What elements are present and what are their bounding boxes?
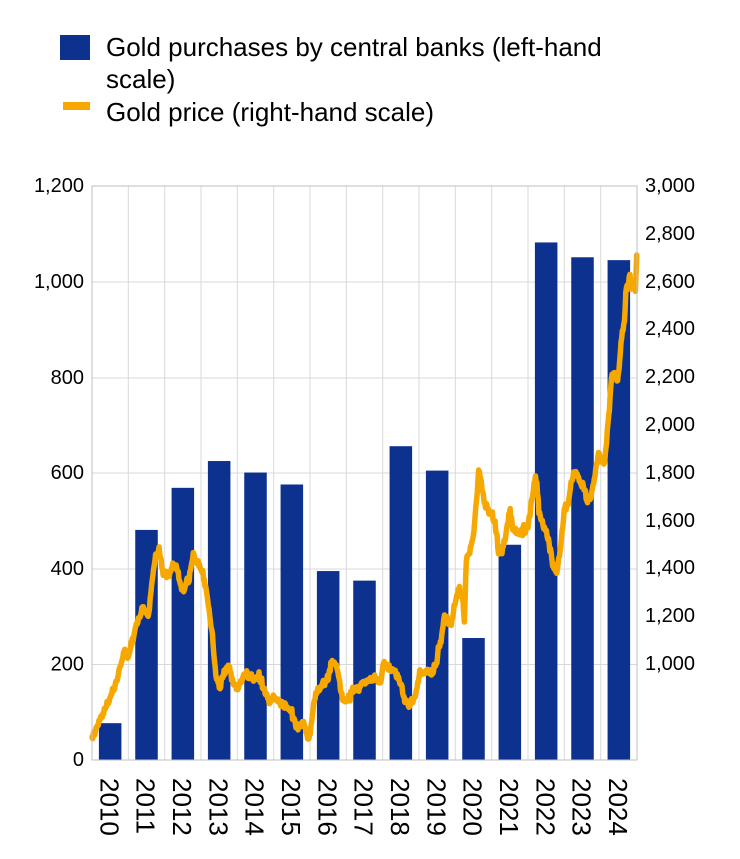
svg-text:2013: 2013 [203,778,233,836]
svg-text:1,600: 1,600 [645,510,695,532]
svg-text:0: 0 [73,749,84,771]
svg-text:2023: 2023 [567,778,597,836]
svg-text:2020: 2020 [458,778,488,836]
svg-text:2024: 2024 [603,778,633,836]
svg-text:2012: 2012 [167,778,197,836]
svg-text:2015: 2015 [276,778,306,836]
svg-text:3,000: 3,000 [645,175,695,197]
svg-text:2,200: 2,200 [645,366,695,388]
svg-text:2,000: 2,000 [645,414,695,436]
svg-text:1,000: 1,000 [34,271,84,293]
svg-text:1,000: 1,000 [645,653,695,675]
svg-text:600: 600 [51,462,84,484]
svg-text:2010: 2010 [94,778,124,836]
svg-text:800: 800 [51,367,84,389]
svg-text:400: 400 [51,558,84,580]
svg-text:2,600: 2,600 [645,271,695,293]
svg-text:2,800: 2,800 [645,223,695,245]
svg-text:2014: 2014 [240,778,270,836]
svg-text:2021: 2021 [494,778,524,836]
svg-text:2,400: 2,400 [645,318,695,340]
svg-text:1,400: 1,400 [645,557,695,579]
svg-text:2022: 2022 [530,778,560,836]
svg-text:2016: 2016 [312,778,342,836]
svg-text:1,200: 1,200 [645,605,695,627]
svg-text:2017: 2017 [349,778,379,836]
svg-text:1,200: 1,200 [34,175,84,197]
svg-text:2019: 2019 [421,778,451,836]
svg-text:2018: 2018 [385,778,415,836]
svg-text:200: 200 [51,654,84,676]
svg-text:2011: 2011 [131,778,161,834]
svg-text:1,800: 1,800 [645,462,695,484]
